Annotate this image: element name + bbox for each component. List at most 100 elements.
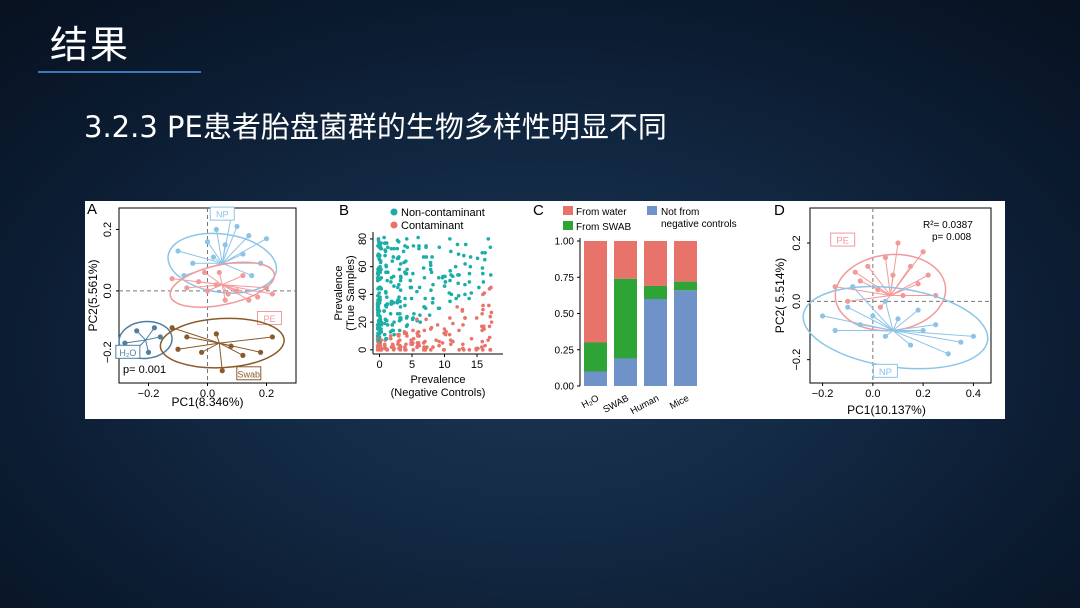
spider-line xyxy=(218,343,223,371)
data-point xyxy=(404,237,409,241)
data-point xyxy=(422,305,426,309)
data-point xyxy=(258,349,264,355)
data-point xyxy=(875,287,881,293)
data-point xyxy=(382,235,386,240)
data-point xyxy=(405,334,409,338)
data-point xyxy=(431,282,435,287)
data-point xyxy=(213,331,219,337)
data-point xyxy=(376,273,381,277)
y-axis-label: Prevalence xyxy=(333,265,345,320)
data-point xyxy=(390,259,395,263)
data-point xyxy=(857,322,863,328)
data-point xyxy=(442,327,447,331)
data-point xyxy=(415,345,420,349)
data-point xyxy=(468,255,473,259)
data-point xyxy=(483,250,487,255)
data-point xyxy=(422,328,427,333)
y-tick-label: 60 xyxy=(357,261,369,273)
spider-line xyxy=(219,336,273,344)
data-point xyxy=(403,270,407,275)
data-point xyxy=(857,278,863,284)
data-point xyxy=(416,235,420,240)
data-point xyxy=(877,304,883,310)
data-point xyxy=(228,343,234,349)
data-point xyxy=(377,285,382,290)
data-point xyxy=(958,339,964,345)
spider-line xyxy=(872,315,894,331)
x-tick-label: 0.0 xyxy=(200,388,215,400)
data-point xyxy=(213,226,219,233)
data-point xyxy=(443,280,448,284)
y-tick-label: 0.0 xyxy=(102,283,114,298)
bar-segment xyxy=(674,290,697,386)
data-point xyxy=(850,284,856,290)
data-point xyxy=(832,327,838,334)
data-point xyxy=(442,348,446,352)
data-point xyxy=(175,248,181,254)
data-point xyxy=(920,249,926,255)
group-label-box xyxy=(209,206,235,221)
bar-segment xyxy=(614,278,637,359)
data-point xyxy=(219,368,225,374)
data-point xyxy=(463,292,467,297)
data-point xyxy=(424,317,428,322)
data-point xyxy=(389,280,393,284)
bar-segment xyxy=(584,371,607,386)
category-label: SWAB xyxy=(601,393,631,416)
group-label: PE xyxy=(263,314,275,324)
y-axis-label-2: (True Samples) xyxy=(345,255,357,330)
data-point xyxy=(234,288,240,294)
data-point xyxy=(390,323,395,327)
data-point xyxy=(376,341,381,345)
data-point xyxy=(213,282,219,288)
panel-label: D xyxy=(774,202,785,219)
data-point xyxy=(915,281,921,287)
data-point xyxy=(421,266,426,270)
data-point xyxy=(175,346,181,352)
spider-line xyxy=(221,217,232,264)
data-point xyxy=(448,269,453,273)
data-point xyxy=(397,267,402,272)
data-point xyxy=(469,291,474,295)
legend-label: negative controls xyxy=(661,219,737,230)
data-point xyxy=(427,313,432,317)
data-point xyxy=(210,254,216,260)
data-point xyxy=(440,341,445,345)
data-point xyxy=(269,291,275,297)
data-point xyxy=(486,338,490,342)
data-point xyxy=(475,256,480,261)
data-point xyxy=(145,349,152,355)
data-point xyxy=(456,281,460,286)
x-tick-label: 0.0 xyxy=(865,388,880,400)
data-point xyxy=(451,321,455,326)
data-point xyxy=(429,348,433,352)
group-label-box xyxy=(115,344,141,359)
data-point xyxy=(865,263,871,269)
data-point xyxy=(430,300,435,305)
spider-line xyxy=(124,339,146,344)
data-point xyxy=(378,323,382,327)
data-point xyxy=(882,333,889,339)
legend-marker-contaminant xyxy=(390,221,398,229)
x-tick-label: 0.2 xyxy=(915,388,930,400)
slide-title: 结果 xyxy=(50,23,131,67)
data-point xyxy=(437,343,441,348)
data-point xyxy=(376,307,381,312)
data-point xyxy=(398,299,402,304)
data-point xyxy=(395,311,400,316)
spider-line xyxy=(854,271,891,296)
data-point xyxy=(448,299,452,304)
data-point xyxy=(900,292,906,299)
data-point xyxy=(398,305,403,309)
data-point xyxy=(389,336,393,341)
data-point xyxy=(184,334,190,340)
data-point xyxy=(440,275,445,280)
y-axis-label: PC2( 5.514%) xyxy=(773,258,787,333)
x-tick-label: 0.4 xyxy=(966,388,981,400)
data-point xyxy=(384,336,388,341)
panel-label: C xyxy=(533,202,544,219)
spider-line xyxy=(892,330,949,355)
data-point xyxy=(461,348,466,352)
category-label: H₂O xyxy=(580,393,601,411)
group-label: Swab xyxy=(238,369,261,379)
